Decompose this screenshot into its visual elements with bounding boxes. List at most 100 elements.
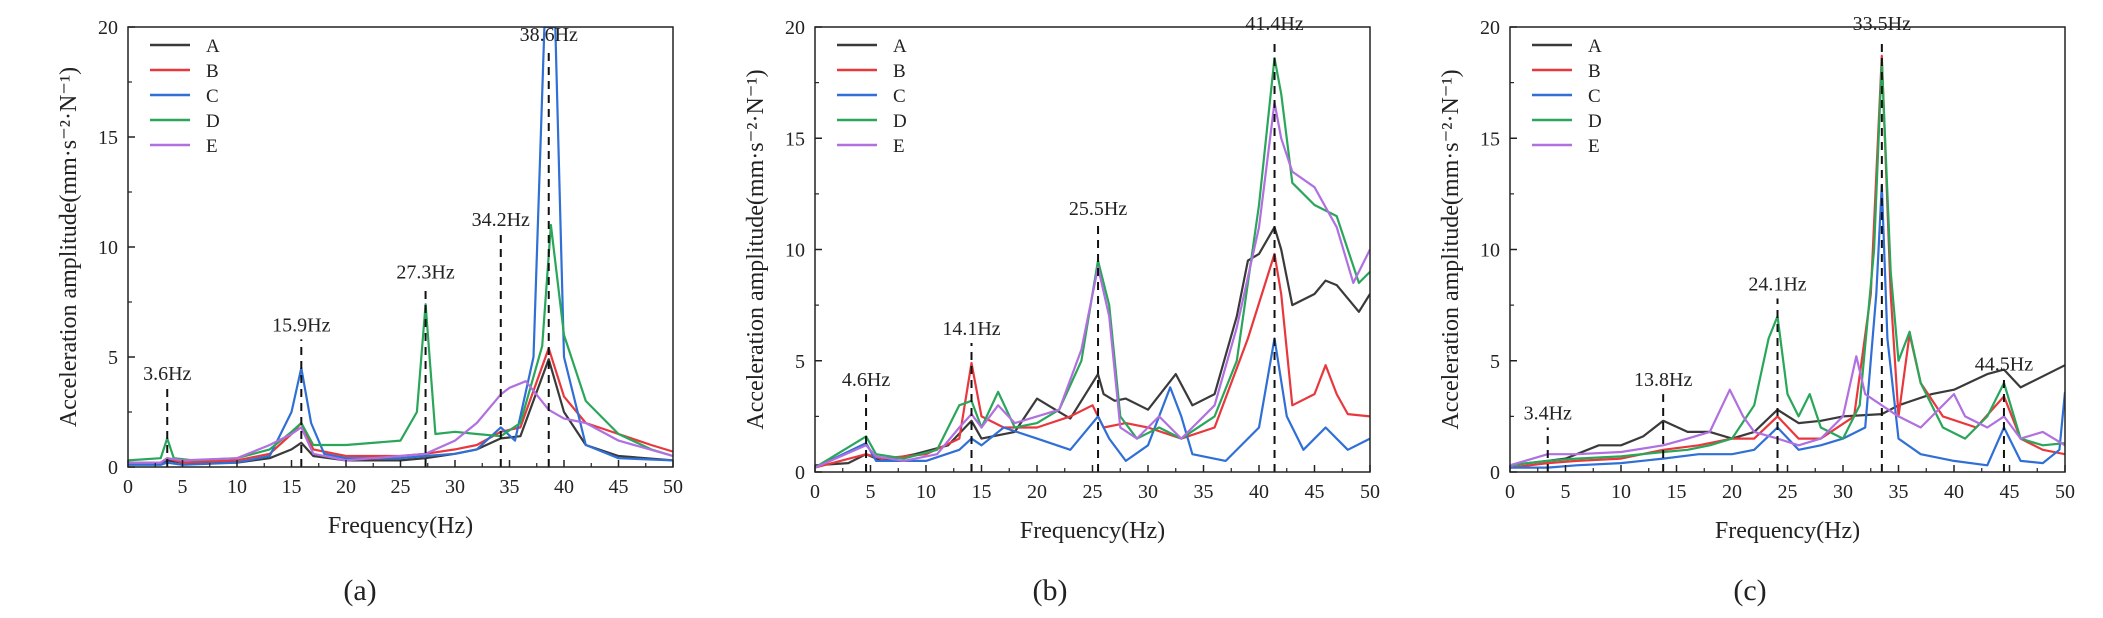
x-tick-label: 5 [178, 476, 188, 498]
series-line-c [128, 27, 673, 466]
x-tick-label: 10 [1611, 481, 1631, 503]
legend-label: A [206, 36, 220, 57]
chart-panel-3: 3.4Hz 13.8Hz 24.1Hz 33.5Hz 44.5Hz 0 5 10 15 20 25 3… [1438, 13, 2075, 607]
y-tick-label: 0 [1490, 462, 1500, 484]
y-tick-label: 15 [98, 127, 118, 149]
series-group [1510, 54, 2065, 469]
peak-label: 38.6Hz [520, 24, 578, 46]
x-tick-label: 45 [609, 476, 629, 498]
x-tick-label: 25 [1083, 481, 1103, 503]
y-tick-label: 5 [1490, 351, 1500, 373]
y-tick-label: 0 [795, 462, 805, 484]
series-line-a [1510, 364, 2065, 467]
y-tick-label: 0 [108, 457, 118, 479]
y-tick-label: 15 [785, 128, 805, 150]
x-tick-label: 10 [227, 476, 247, 498]
x-tick-label: 10 [916, 481, 936, 503]
x-tick-label: 5 [866, 481, 876, 503]
x-tick-label: 50 [663, 476, 683, 498]
y-tick-label: 5 [795, 351, 805, 373]
x-tick-label: 0 [123, 476, 133, 498]
legend-label: A [1588, 36, 1602, 57]
x-tick-label: 0 [1505, 481, 1515, 503]
x-tick-label: 15 [972, 481, 992, 503]
x-tick-label: 40 [1944, 481, 1964, 503]
x-tick-label: 15 [282, 476, 302, 498]
peak-label: 15.9Hz [272, 314, 330, 336]
y-tick-label: 20 [785, 17, 805, 39]
legend-label: B [1588, 61, 1601, 82]
y-tick-label: 15 [1480, 128, 1500, 150]
y-tick-label: 10 [785, 240, 805, 262]
x-axis-title: Frequency(Hz) [328, 513, 473, 539]
x-tick-label: 45 [2000, 481, 2020, 503]
series-line-e [128, 380, 673, 464]
x-tick-label: 35 [1194, 481, 1214, 503]
legend-label: E [206, 136, 218, 157]
panel-caption: (b) [1033, 574, 1068, 607]
peak-label: 13.8Hz [1634, 369, 1692, 391]
legend-label: E [893, 136, 905, 157]
x-tick-label: 30 [445, 476, 465, 498]
peak-label: 24.1Hz [1748, 273, 1806, 295]
panel-caption: (a) [343, 574, 376, 607]
chart-panel-2: 4.6Hz 14.1Hz 25.5Hz 41.4Hz 0 5 10 15 20 25 30 35 40 4… [743, 13, 1380, 607]
y-tick-label: 5 [108, 347, 118, 369]
peak-label: 34.2Hz [472, 209, 530, 231]
y-axis-title: Acceleration amplitude(mm·s⁻²·N⁻¹) [56, 67, 82, 427]
peak-label: 3.4Hz [1524, 403, 1572, 425]
peak-label: 44.5Hz [1975, 354, 2033, 376]
x-tick-label: 35 [500, 476, 520, 498]
series-group [815, 57, 1370, 469]
x-tick-label: 15 [1667, 481, 1687, 503]
chart-panel-1: 3.6Hz 15.9Hz 27.3Hz 34.2Hz 38.6Hz 0 5 10 15 20 25 3… [56, 17, 683, 607]
y-tick-label: 20 [1480, 17, 1500, 39]
series-line-e [1510, 355, 2065, 467]
legend-label: E [1588, 136, 1600, 157]
y-tick-label: 10 [1480, 240, 1500, 262]
x-tick-label: 5 [1561, 481, 1571, 503]
x-tick-label: 50 [1360, 481, 1380, 503]
peak-label: 25.5Hz [1069, 198, 1127, 220]
series-line-c [815, 337, 1370, 469]
x-tick-label: 20 [1722, 481, 1742, 503]
y-axis-title: Acceleration amplitude(mm·s⁻²·N⁻¹) [743, 69, 769, 429]
x-tick-label: 40 [554, 476, 574, 498]
peak-label: 14.1Hz [942, 318, 1000, 340]
y-tick-label: 20 [98, 17, 118, 39]
legend-label: D [206, 111, 220, 132]
x-axis-title: Frequency(Hz) [1020, 518, 1165, 544]
y-tick-label: 10 [98, 237, 118, 259]
series-line-e [815, 101, 1370, 469]
legend-label: B [893, 61, 906, 82]
x-tick-label: 40 [1249, 481, 1269, 503]
x-tick-label: 30 [1833, 481, 1853, 503]
legend-label: D [893, 111, 907, 132]
legend-label: C [206, 86, 219, 107]
legend-label: A [893, 36, 907, 57]
x-tick-label: 35 [1889, 481, 1909, 503]
x-tick-label: 45 [1305, 481, 1325, 503]
legend-label: C [893, 86, 906, 107]
peak-label: 3.6Hz [143, 363, 191, 385]
legend-label: B [206, 61, 219, 82]
x-axis-title: Frequency(Hz) [1715, 518, 1860, 544]
legend-label: D [1588, 111, 1602, 132]
x-tick-label: 25 [391, 476, 411, 498]
series-group [128, 27, 673, 466]
peak-label: 33.5Hz [1853, 13, 1911, 35]
x-tick-label: 0 [810, 481, 820, 503]
legend-label: C [1588, 86, 1601, 107]
peak-label: 4.6Hz [842, 369, 890, 391]
x-tick-label: 25 [1778, 481, 1798, 503]
x-tick-label: 20 [1027, 481, 1047, 503]
x-tick-label: 30 [1138, 481, 1158, 503]
peak-label: 41.4Hz [1245, 13, 1303, 35]
series-line-d [1510, 59, 2065, 467]
x-tick-label: 20 [336, 476, 356, 498]
